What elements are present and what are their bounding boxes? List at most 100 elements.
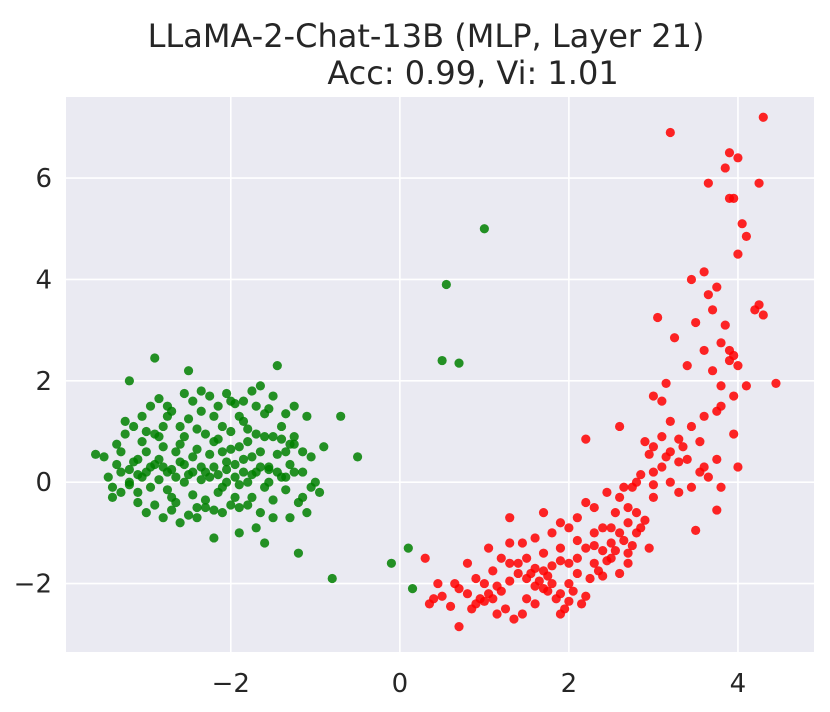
green-data-point [268, 431, 278, 442]
red-data-point [585, 573, 595, 584]
red-data-point [564, 523, 574, 533]
red-data-point [699, 267, 709, 277]
green-data-point [213, 434, 223, 444]
green-data-point [268, 391, 278, 401]
green-data-point [205, 449, 215, 459]
red-data-point [648, 467, 659, 477]
red-data-point [623, 518, 633, 528]
red-data-point [530, 581, 540, 591]
green-data-point [167, 505, 177, 515]
red-data-point [547, 578, 557, 589]
red-data-point [551, 594, 561, 604]
x-tick-label: −2 [212, 669, 250, 699]
green-data-point [285, 513, 295, 523]
green-data-point [150, 429, 160, 439]
green-data-point [162, 401, 173, 411]
green-data-point [145, 482, 156, 492]
x-tick-label: 2 [561, 669, 578, 699]
green-data-point [403, 543, 413, 553]
red-data-point [615, 492, 625, 503]
green-data-point [285, 459, 295, 470]
green-data-point [183, 414, 194, 424]
green-data-point [298, 467, 308, 477]
red-data-point [581, 434, 591, 444]
green-data-point [213, 401, 223, 411]
green-data-point [200, 495, 211, 505]
green-data-point [285, 439, 295, 449]
red-data-point [724, 148, 735, 158]
green-data-point [260, 431, 270, 442]
red-data-point [483, 543, 494, 553]
red-data-point [648, 442, 659, 452]
red-data-point [445, 601, 456, 611]
green-data-point [230, 399, 240, 409]
green-data-point [298, 492, 308, 503]
red-data-point [526, 568, 536, 579]
green-data-point [243, 500, 253, 510]
red-data-point [471, 573, 481, 584]
red-data-point [712, 282, 722, 292]
green-data-point [196, 475, 206, 485]
green-data-point [221, 464, 232, 475]
red-data-point [707, 305, 718, 315]
green-data-point [327, 573, 337, 584]
green-data-point [192, 502, 202, 513]
red-data-point [547, 528, 557, 538]
red-data-point [699, 345, 709, 356]
red-data-point [657, 462, 667, 472]
green-data-point [226, 426, 236, 437]
green-data-point [133, 470, 143, 480]
red-data-point [505, 576, 515, 586]
green-data-point [226, 444, 236, 454]
red-data-point [517, 538, 528, 548]
red-data-point [627, 540, 637, 551]
green-data-point [145, 401, 156, 411]
green-data-point [116, 447, 126, 457]
green-data-point [209, 505, 219, 515]
red-data-point [589, 558, 599, 568]
green-data-point [243, 437, 253, 447]
green-data-point [150, 500, 160, 510]
green-data-point [145, 462, 156, 472]
red-data-point [572, 513, 582, 523]
red-data-point [758, 310, 768, 320]
green-data-point [238, 396, 249, 406]
red-data-point [471, 599, 481, 609]
red-data-point [623, 548, 633, 558]
red-data-point [619, 482, 629, 492]
green-data-point [437, 355, 447, 366]
red-data-point [648, 391, 659, 401]
green-data-point [120, 416, 130, 426]
green-data-point [196, 406, 206, 416]
green-data-point [137, 437, 147, 447]
red-data-point [716, 381, 726, 391]
green-data-point [158, 442, 168, 452]
red-data-point [750, 305, 760, 315]
green-data-point [234, 502, 244, 513]
red-data-point [733, 249, 743, 259]
axis-tick-labels: −2 0 2 4 −2 0 2 4 6 [14, 164, 747, 699]
red-data-point [500, 604, 511, 614]
green-data-point [293, 548, 304, 558]
green-data-point [120, 429, 130, 439]
green-data-point [124, 477, 134, 487]
red-data-point [674, 457, 684, 467]
green-data-point [112, 459, 122, 470]
red-data-point [733, 462, 743, 472]
red-data-point [454, 584, 464, 594]
red-data-point [462, 589, 473, 599]
red-data-point [547, 561, 557, 571]
green-data-point [217, 508, 227, 518]
red-data-point [602, 556, 612, 566]
red-data-point [522, 594, 532, 604]
red-data-point [589, 528, 599, 538]
red-data-point [433, 578, 443, 589]
green-data-point [107, 482, 118, 492]
chart-title: LLaMA-2-Chat-13B (MLP, Layer 21) [148, 17, 705, 55]
green-data-point [192, 424, 202, 434]
green-data-point [154, 475, 164, 485]
red-data-point [488, 594, 498, 604]
green-data-point [289, 467, 299, 477]
red-data-point [720, 320, 730, 330]
red-data-point [555, 609, 566, 619]
